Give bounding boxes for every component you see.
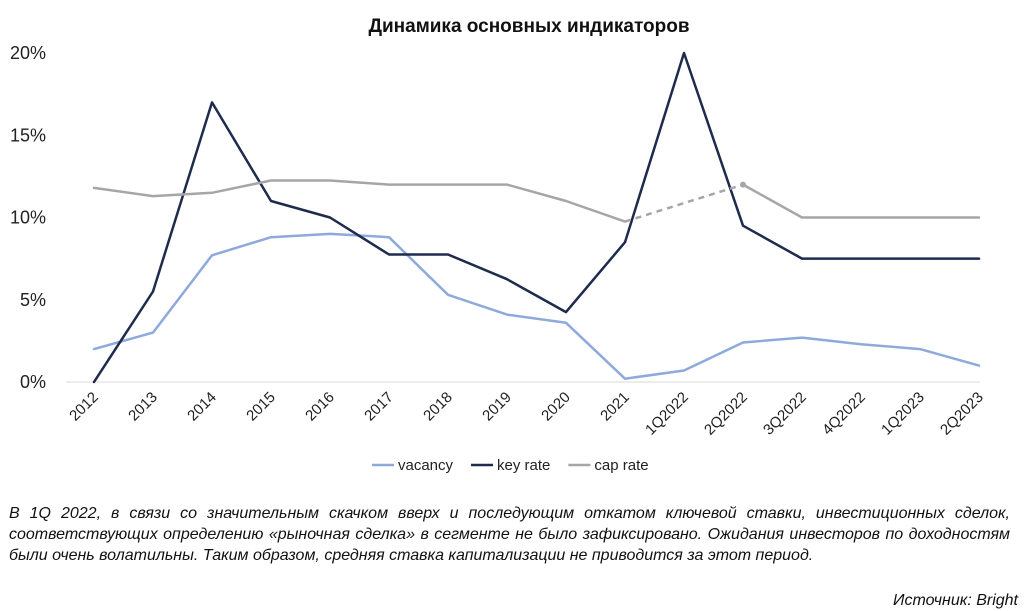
legend: vacancy key rate cap rate: [372, 457, 649, 474]
chart-title: Динамика основных индикаторов: [368, 16, 689, 37]
x-tick-label: 2020: [538, 389, 574, 425]
y-tick-label: 15%: [10, 125, 46, 145]
chart: Динамика основных индикаторов 0% 5% 10% 15%…: [10, 16, 987, 474]
x-tick-label: 2014: [184, 389, 220, 425]
y-axis: 0% 5% 10% 15% 20%: [10, 43, 46, 392]
series-line-cap-rate: [92, 179, 627, 223]
x-tick-label: 2018: [420, 389, 456, 425]
x-tick-label: 2021: [597, 389, 633, 425]
x-tick-label: 2015: [243, 389, 279, 425]
source-note: Источник: Bright: [893, 592, 1018, 609]
x-tick-label: 2Q2023: [937, 389, 987, 439]
legend-label-cap-rate: cap rate: [594, 457, 648, 474]
x-tick-label: 2013: [125, 389, 161, 425]
x-tick-label: 2016: [302, 389, 338, 425]
x-tick-label: 1Q2023: [878, 389, 928, 439]
series-line-key-rate: [92, 51, 981, 384]
legend-label-key-rate: key rate: [497, 457, 550, 474]
x-tick-label: 1Q2022: [642, 389, 692, 439]
series-marker-cap-rate: [740, 181, 746, 188]
plot-area: [92, 51, 981, 384]
legend-label-vacancy: vacancy: [398, 457, 454, 474]
y-tick-label: 10%: [10, 208, 46, 228]
caption-text: В 1Q 2022, в связи со значительным скачк…: [9, 505, 1010, 564]
x-tick-label: 2012: [66, 389, 102, 425]
x-tick-label: 2017: [361, 389, 397, 425]
series-line-cap-rate: [741, 183, 981, 219]
y-tick-label: 20%: [10, 43, 46, 63]
x-tick-label: 4Q2022: [819, 389, 869, 439]
series-line-vacancy: [92, 232, 981, 380]
x-tick-label: 2Q2022: [701, 389, 751, 439]
y-tick-label: 0%: [20, 372, 46, 392]
y-tick-label: 5%: [20, 290, 46, 310]
x-axis: 2012 2013 2014 2015 2016 2017 2018 2019 2020 2021…: [66, 381, 987, 439]
series-dashed-cap-rate: [624, 183, 744, 223]
x-tick-label: 3Q2022: [760, 389, 810, 439]
x-tick-label: 2019: [479, 389, 515, 425]
